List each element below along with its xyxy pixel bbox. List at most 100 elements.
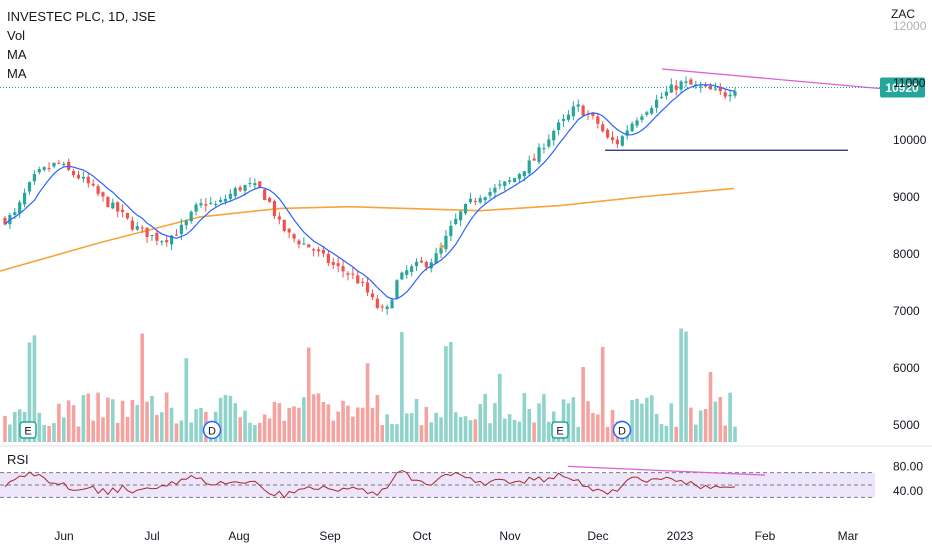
candle-body bbox=[429, 262, 433, 269]
candle-body bbox=[111, 202, 115, 209]
volume-bar bbox=[669, 403, 674, 442]
volume-legend[interactable]: Vol bbox=[7, 28, 26, 43]
candle-body bbox=[365, 282, 370, 293]
candle-body bbox=[400, 272, 404, 280]
volume-bar bbox=[101, 417, 105, 442]
candle-body bbox=[410, 266, 414, 272]
volume-bar bbox=[106, 397, 110, 442]
candle-body bbox=[145, 227, 149, 238]
candle-body bbox=[223, 198, 228, 202]
volume-bar bbox=[12, 411, 17, 442]
candle-body bbox=[542, 148, 546, 150]
x-tick-label: 2023 bbox=[667, 529, 694, 543]
candle-body bbox=[272, 201, 277, 217]
candle-body bbox=[287, 228, 291, 233]
volume-bar bbox=[218, 397, 223, 442]
candle-body bbox=[331, 262, 335, 265]
volume-bar bbox=[140, 333, 144, 442]
ma-legend-1[interactable]: MA bbox=[7, 47, 27, 62]
volume-bar bbox=[404, 413, 409, 442]
volume-bar bbox=[596, 414, 600, 442]
volume-bar bbox=[424, 406, 429, 442]
candle-body bbox=[723, 92, 727, 97]
volume-bar bbox=[664, 425, 669, 442]
volume-bar bbox=[150, 395, 154, 442]
volume-bar bbox=[306, 347, 311, 442]
rsi-legend[interactable]: RSI bbox=[7, 452, 29, 467]
event-letter: D bbox=[618, 426, 626, 438]
candle-body bbox=[47, 168, 51, 170]
candle-body bbox=[488, 192, 492, 196]
volume-bar bbox=[434, 412, 438, 442]
volume-bar bbox=[233, 403, 238, 442]
x-tick-label: Jul bbox=[144, 529, 159, 543]
volume-bar bbox=[547, 421, 551, 442]
drawings[interactable]: 10920 bbox=[0, 68, 925, 250]
candle-body bbox=[116, 202, 120, 212]
volume-bar bbox=[483, 394, 487, 442]
resistance-trendline bbox=[661, 68, 886, 90]
candle-body bbox=[184, 220, 188, 226]
volume-bar bbox=[159, 412, 164, 442]
ma-slow-line bbox=[0, 187, 735, 272]
candle-body bbox=[199, 203, 203, 206]
rsi-trendline bbox=[567, 465, 766, 476]
candle-body bbox=[380, 306, 384, 308]
candle-body bbox=[620, 136, 624, 146]
candle-body bbox=[267, 197, 272, 202]
candle-body bbox=[336, 263, 340, 267]
volume-bar bbox=[385, 414, 389, 442]
volume-bar bbox=[694, 424, 698, 442]
volume-bar bbox=[199, 408, 203, 442]
candle-body bbox=[351, 273, 355, 275]
candle-body bbox=[160, 241, 164, 243]
volume-bar bbox=[253, 424, 257, 442]
symbol-title[interactable]: INVESTEC PLC, 1D, JSE bbox=[7, 9, 156, 24]
candle-body bbox=[645, 112, 649, 115]
candle-body bbox=[194, 204, 198, 212]
candle-body bbox=[3, 217, 7, 225]
candle-body bbox=[370, 293, 375, 298]
candle-body bbox=[326, 253, 330, 264]
volume-bar bbox=[444, 346, 448, 442]
volume-bar bbox=[130, 400, 135, 442]
volume-bar bbox=[184, 358, 189, 442]
candle-body bbox=[664, 91, 669, 96]
volume-bar bbox=[125, 416, 130, 442]
candle-body bbox=[263, 189, 267, 201]
volume-bar bbox=[37, 412, 42, 442]
volume-bar bbox=[689, 407, 693, 442]
volume-bar bbox=[493, 403, 497, 442]
y-tick-label: 11000 bbox=[893, 76, 926, 90]
ma-legend-2[interactable]: MA bbox=[7, 66, 27, 81]
volume-bar bbox=[679, 328, 683, 442]
volume-bar bbox=[439, 417, 443, 442]
volume-bar bbox=[96, 392, 100, 442]
candle-body bbox=[96, 186, 100, 194]
volume-bar bbox=[262, 414, 267, 442]
volume-bar bbox=[248, 422, 252, 442]
volume-bar bbox=[115, 422, 120, 442]
rsi-pane: 80.00 40.00 bbox=[0, 459, 923, 499]
x-tick-label: Mar bbox=[838, 529, 859, 543]
candle-body bbox=[361, 282, 365, 284]
volume-bar bbox=[542, 394, 546, 442]
candle-body bbox=[106, 196, 110, 208]
candle-body bbox=[307, 244, 311, 248]
candle-body bbox=[547, 139, 551, 147]
volume-bar bbox=[346, 405, 350, 442]
volume-bar bbox=[360, 407, 365, 442]
candle-body bbox=[71, 170, 76, 175]
candle-body bbox=[674, 85, 678, 90]
volume-bar bbox=[713, 401, 718, 442]
x-tick-label: Dec bbox=[587, 529, 608, 543]
y-tick-label: 9000 bbox=[893, 190, 920, 204]
candle-body bbox=[576, 104, 580, 107]
candle-body bbox=[640, 116, 644, 120]
ma-fast-line bbox=[4, 84, 736, 300]
volume-bar bbox=[463, 416, 468, 442]
candle-body bbox=[625, 130, 629, 136]
candle-body bbox=[18, 202, 22, 214]
